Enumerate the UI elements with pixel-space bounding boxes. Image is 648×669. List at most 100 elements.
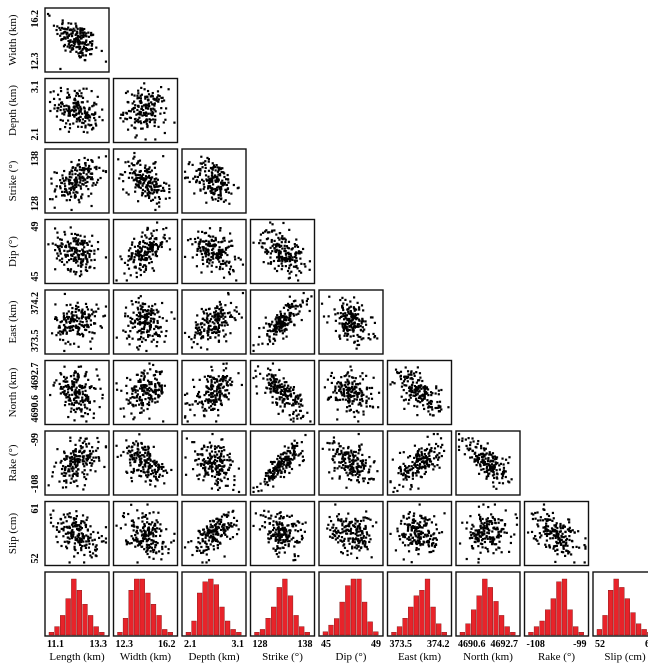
scatter-point xyxy=(440,388,443,392)
scatter-point xyxy=(336,382,339,385)
scatter-point xyxy=(160,385,163,388)
scatter-point xyxy=(217,330,221,334)
scatter-point xyxy=(81,335,85,338)
scatter-point xyxy=(283,393,286,396)
scatter-panel xyxy=(181,289,247,355)
scatter-point xyxy=(344,398,347,401)
scatter-point xyxy=(361,469,364,472)
scatter-point xyxy=(420,454,423,457)
scatter-point xyxy=(88,456,91,459)
scatter-point xyxy=(148,380,151,384)
scatter-point xyxy=(280,327,283,330)
scatter-point xyxy=(61,391,64,394)
scatter-point xyxy=(90,113,94,116)
scatter-point xyxy=(77,317,81,320)
scatter-point xyxy=(400,472,403,476)
scatter-point xyxy=(351,381,354,384)
scatter-point xyxy=(353,398,356,401)
scatter-point xyxy=(424,391,428,394)
scatter-point xyxy=(412,372,416,375)
scatter-point xyxy=(348,306,351,309)
scatter-point xyxy=(70,176,73,179)
scatter-point xyxy=(133,256,136,259)
scatter-point xyxy=(220,315,223,318)
scatter-point xyxy=(300,251,303,254)
scatter-point xyxy=(138,474,141,477)
scatter-point xyxy=(341,394,344,397)
scatter-point xyxy=(83,476,86,479)
scatter-point xyxy=(141,388,144,391)
scatter-point xyxy=(82,463,85,466)
scatter-point xyxy=(152,184,156,187)
scatter-point xyxy=(337,385,340,388)
scatter-point xyxy=(60,459,63,463)
scatter-point xyxy=(219,384,222,387)
scatter-point xyxy=(358,382,362,385)
scatter-point xyxy=(356,472,359,475)
scatter-point xyxy=(227,291,230,295)
scatter-point xyxy=(137,250,140,253)
scatter-point xyxy=(222,237,225,240)
scatter-point xyxy=(150,260,153,264)
scatter-point xyxy=(273,389,277,392)
scatter-point xyxy=(71,173,74,176)
scatter-point xyxy=(278,368,281,371)
scatter-point xyxy=(79,27,82,30)
scatter-point xyxy=(345,388,348,391)
scatter-point xyxy=(80,92,83,95)
scatter-point xyxy=(426,435,429,438)
scatter-point xyxy=(287,462,291,465)
scatter-point xyxy=(88,119,91,122)
scatter-point xyxy=(275,386,278,389)
scatter-point xyxy=(507,461,510,465)
scatter-point xyxy=(79,445,82,448)
scatter-point xyxy=(209,405,213,408)
scatter-point xyxy=(86,131,89,134)
scatter-point xyxy=(65,122,68,125)
scatter-point xyxy=(234,258,237,261)
scatter-point xyxy=(221,460,224,463)
scatter-point xyxy=(365,399,368,402)
scatter-point xyxy=(75,304,78,307)
scatter-point xyxy=(265,322,268,325)
scatter-point xyxy=(68,474,71,477)
scatter-point xyxy=(157,466,160,469)
scatter-point xyxy=(420,467,423,470)
scatter-point xyxy=(140,256,143,259)
scatter-point xyxy=(50,332,54,335)
scatter-point xyxy=(163,233,166,237)
scatter-point xyxy=(410,465,413,468)
scatter-point xyxy=(97,457,101,460)
scatter-point xyxy=(372,376,375,379)
scatter-point xyxy=(81,441,85,445)
scatter-point xyxy=(284,395,288,398)
scatter-point xyxy=(350,479,353,482)
scatter-point xyxy=(72,270,76,273)
scatter-point xyxy=(65,32,68,36)
scatter-panel xyxy=(112,430,179,496)
scatter-point xyxy=(355,383,358,386)
scatter-point xyxy=(146,246,149,249)
scatter-point xyxy=(148,457,151,460)
scatter-point xyxy=(76,163,80,166)
scatter-point xyxy=(145,331,149,334)
scatter-point xyxy=(209,324,212,328)
scatter-point xyxy=(136,454,139,457)
scatter-point xyxy=(75,91,78,95)
scatter-point xyxy=(226,484,229,487)
scatter-point xyxy=(144,106,147,109)
scatter-point xyxy=(365,395,368,398)
scatter-point xyxy=(60,26,64,29)
scatter-point xyxy=(129,320,132,323)
scatter-point xyxy=(191,441,194,444)
scatter-point xyxy=(71,166,74,170)
scatter-point xyxy=(394,368,398,371)
scatter-point xyxy=(275,378,278,381)
scatter-point xyxy=(372,332,375,336)
scatter-point xyxy=(61,112,64,115)
scatter-point xyxy=(67,114,70,117)
scatter-point xyxy=(75,401,79,404)
scatter-point xyxy=(63,467,67,470)
scatter-point xyxy=(213,322,216,325)
scatter-point xyxy=(259,239,262,242)
